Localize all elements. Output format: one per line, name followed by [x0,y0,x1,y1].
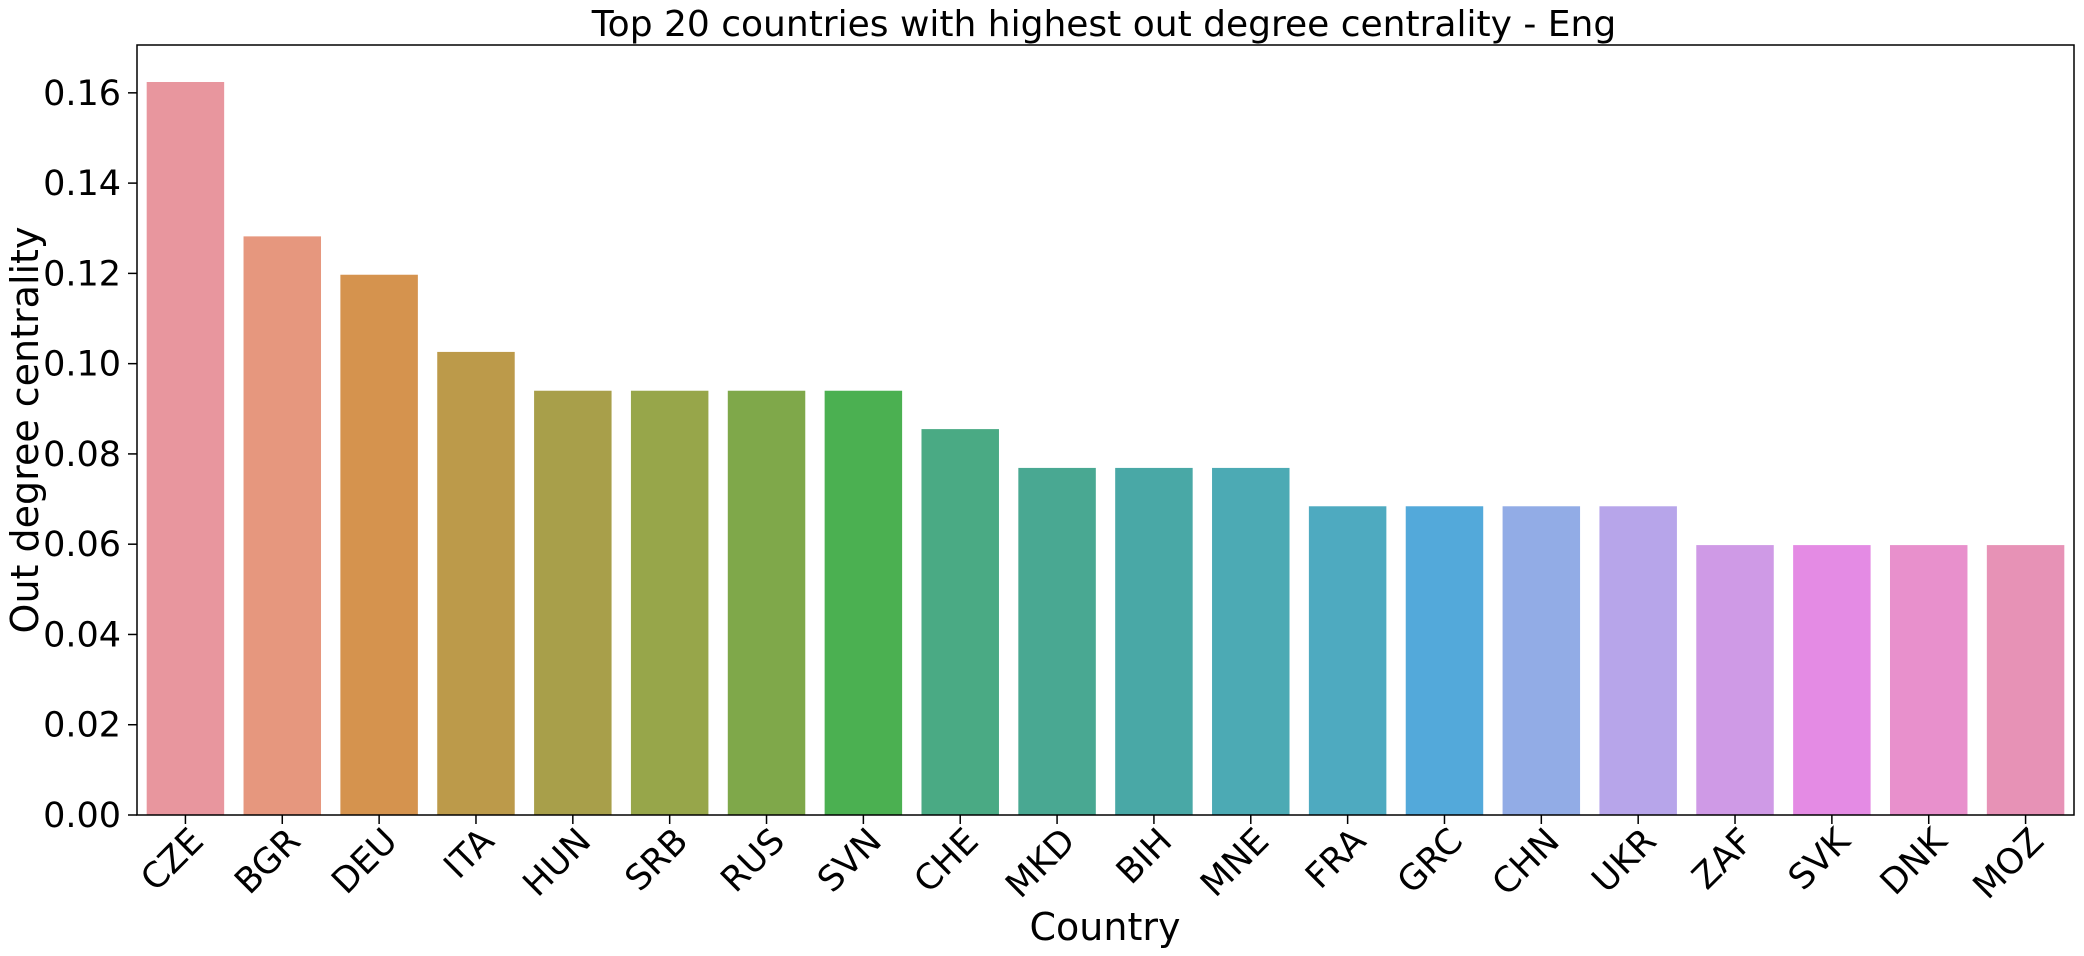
x-tick-label: RUS [714,821,793,900]
bar-svk [1793,545,1871,815]
x-tick-label: ITA [437,821,503,887]
bars-group [146,82,2065,816]
y-tick-label: 0.00 [43,796,121,836]
y-axis-label: Out degree centrality [3,227,47,634]
x-tick-label: DEU [324,821,405,902]
bar-cze [146,82,225,815]
x-tick-label: UKR [1585,821,1665,901]
bar-srb [630,390,709,815]
x-axis-ticks: CZE BGR DEU ITA HUN SRB RUS SVN CHE MKD BIH MNE FRA G… [134,815,2052,907]
bar-ukr [1599,506,1677,815]
bar-deu [340,274,418,816]
bar-mne [1212,467,1290,815]
x-tick-label: BGR [227,821,308,902]
x-tick-label: CZE [134,821,212,899]
x-tick-label: SRB [618,821,696,899]
x-tick-label: FRA [1298,821,1374,897]
x-tick-label: DNK [1873,820,1956,903]
chart-title: Top 20 countries with highest out degree… [591,4,1616,45]
y-tick-label: 0.12 [43,254,121,294]
x-tick-label: CHE [907,821,987,901]
bar-dnk [1889,545,1968,815]
x-tick-label: CHN [1485,821,1568,904]
bar-mkd [1018,467,1096,815]
bar-moz [1986,545,2065,815]
x-axis-label: Country [1030,905,1181,949]
x-tick-label: MKD [999,821,1084,906]
y-tick-label: 0.06 [43,525,121,565]
bar-rus [727,390,806,815]
x-tick-label: SVN [810,821,889,900]
plot-frame [136,44,2075,816]
y-tick-label: 0.02 [43,706,121,746]
bar-grc [1405,506,1484,815]
bar-bgr [243,236,322,815]
x-tick-label: GRC [1390,821,1471,902]
y-tick-label: 0.04 [43,615,121,655]
bar-ita [437,351,515,815]
bar-chn [1502,506,1581,815]
bar-hun [534,390,612,815]
bar-zaf [1696,545,1774,815]
y-axis-ticks: 0.00 0.02 0.04 0.06 0.08 0.10 0.12 0.14 0.16 [43,74,137,836]
y-tick-label: 0.08 [43,435,121,475]
x-tick-label: ZAF [1685,821,1761,897]
x-tick-label: MOZ [1966,821,2052,907]
bar-bih [1115,467,1193,815]
y-tick-label: 0.16 [43,74,121,114]
x-tick-label: HUN [516,821,600,905]
y-tick-label: 0.14 [43,164,121,204]
y-tick-label: 0.10 [43,345,121,385]
x-tick-label: MNE [1193,821,1277,905]
x-tick-label: SVK [1781,820,1859,898]
bar-fra [1308,506,1387,815]
x-tick-label: BIH [1109,821,1180,892]
bar-svn [824,390,903,815]
bar-che [921,429,999,815]
